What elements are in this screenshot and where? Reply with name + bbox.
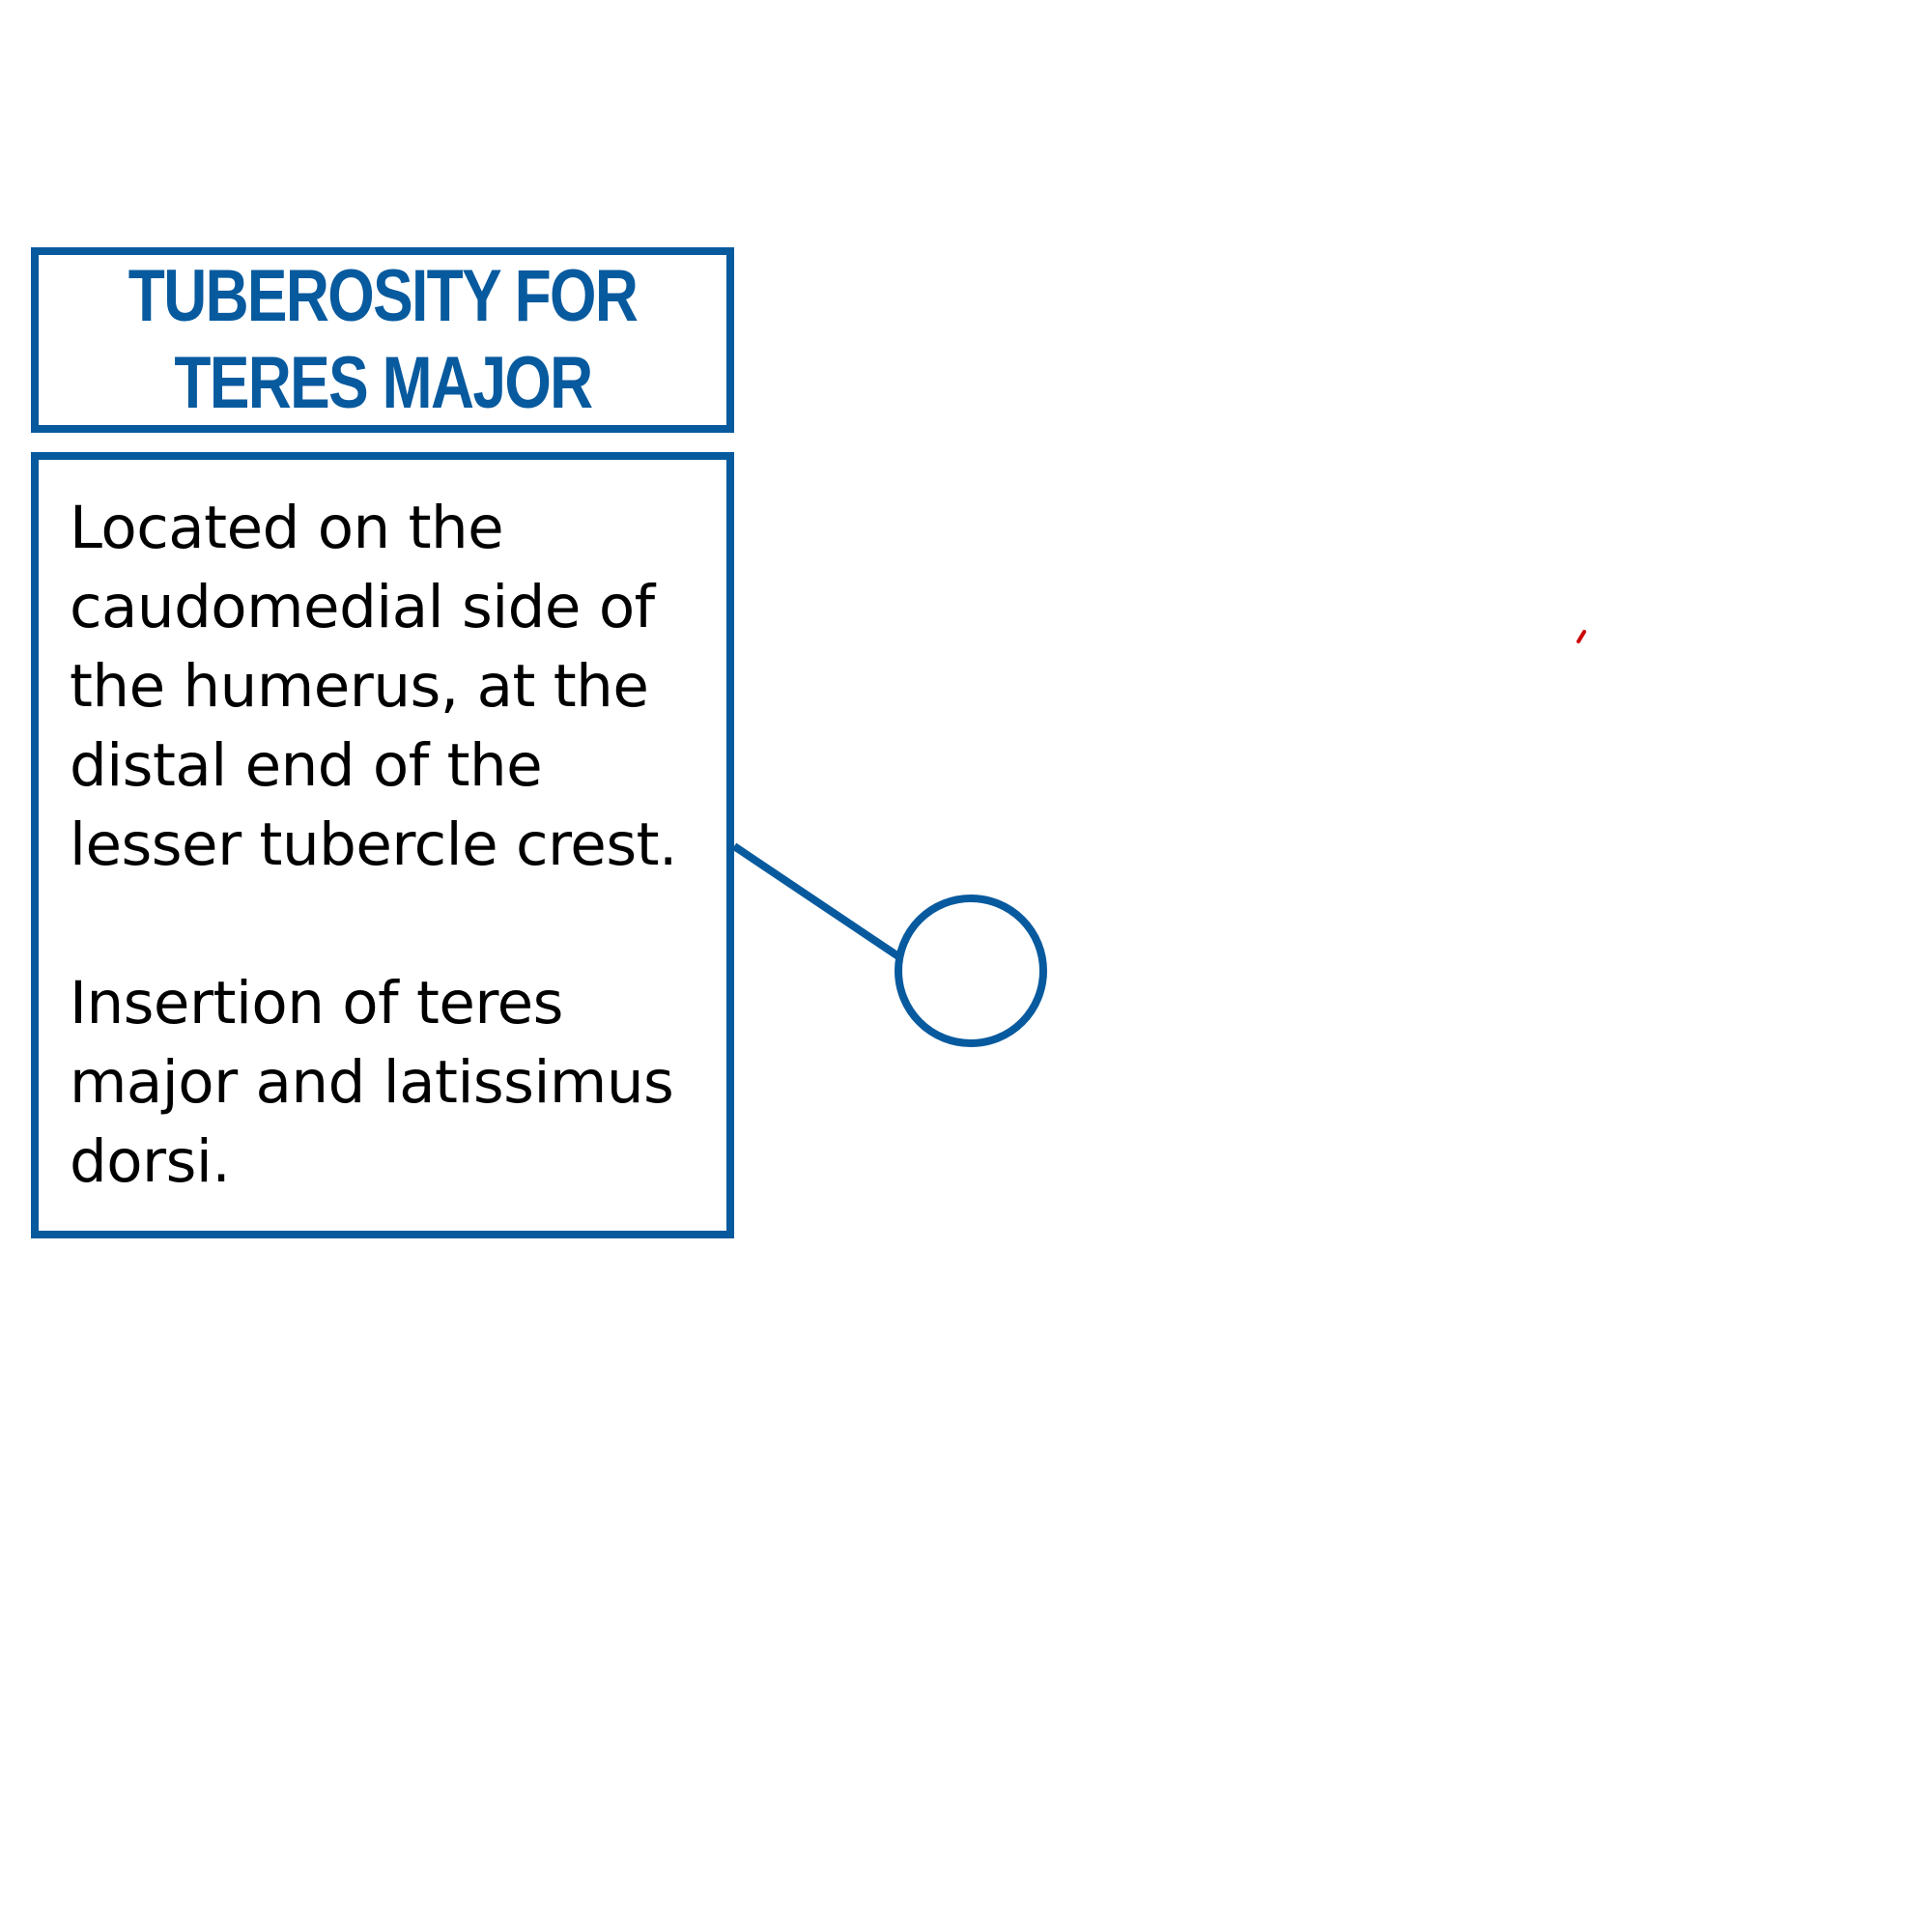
annotation-title-line-1: TUBEROSITY FOR: [128, 255, 639, 337]
location-description: Located on the caudomedial side of the h…: [70, 494, 677, 879]
insertion-description: Insertion of teres major and latissimus …: [70, 969, 674, 1196]
annotation-title-line-2: TERES MAJOR: [173, 342, 593, 424]
callout-leader-line: [731, 842, 901, 960]
marker-tick-icon: [1577, 630, 1586, 643]
callout-target-circle: [895, 895, 1047, 1047]
annotation-description-box: Located on the caudomedial side of the h…: [31, 452, 734, 1238]
annotation-title-box: TUBEROSITY FOR TERES MAJOR: [31, 247, 734, 433]
